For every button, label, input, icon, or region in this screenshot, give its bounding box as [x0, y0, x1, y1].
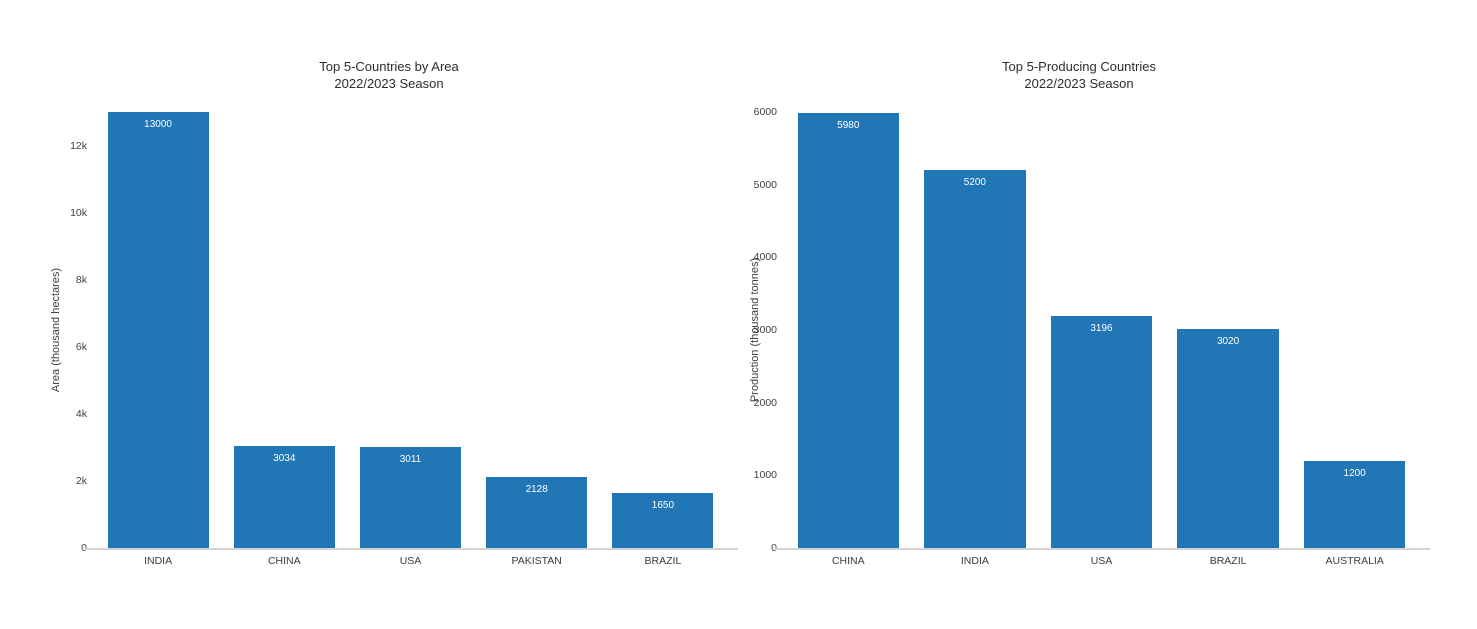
bar-slot: 1650	[600, 112, 726, 548]
bar-value-label: 3011	[399, 454, 422, 466]
bar-china: 3034	[233, 446, 335, 548]
y-tick-label: 4000	[753, 251, 777, 264]
bar-value-label: 3196	[1090, 322, 1113, 334]
bar-slot: 1200	[1291, 112, 1418, 548]
chart-title: Top 5-Countries by Area	[319, 59, 459, 74]
y-tick-label: 12k	[70, 139, 87, 152]
x-tick-label: USA	[399, 555, 422, 567]
bar-brazil: 3020	[1177, 328, 1279, 548]
bars: 5980 5200 3196 3020 1200	[785, 112, 1418, 548]
y-tick-label: 6k	[75, 340, 87, 353]
y-tick-label: 5000	[753, 178, 777, 191]
bar-slot: 3196	[1038, 112, 1165, 548]
y-tick-label: 8k	[75, 273, 87, 286]
x-tick-label: CHINA	[831, 555, 865, 567]
bar-value-label: 3034	[273, 453, 296, 465]
x-tick-label: INDIA	[960, 555, 989, 567]
y-axis-ticks: 0 2k 4k 6k 8k 10k 12k	[27, 112, 87, 554]
bar-usa: 3196	[1050, 315, 1153, 548]
bar-slot: 2128	[474, 112, 600, 548]
y-tick-label: 2k	[75, 474, 87, 487]
bar-india: 13000	[107, 112, 209, 548]
bar-usa: 3011	[360, 447, 461, 548]
chart-title-block: Top 5-Countries by Area 2022/2023 Season	[319, 58, 458, 92]
y-tick-label: 1000	[753, 469, 777, 482]
x-axis-line	[775, 548, 1430, 550]
x-tick-label: BRAZIL	[1209, 555, 1247, 567]
bar-slot: 13000	[95, 112, 221, 548]
bar-slot: 3034	[221, 112, 347, 548]
area-chart-panel: Top 5-Countries by Area 2022/2023 Season…	[0, 0, 738, 629]
bar-slot: 5200	[912, 112, 1039, 548]
y-tick-label: 0	[27, 542, 87, 554]
bar-slot: 3020	[1165, 112, 1292, 548]
bar-value-label: 5200	[963, 177, 986, 189]
x-tick-label: BRAZIL	[644, 555, 682, 567]
x-tick-label: AUSTRALIA	[1325, 555, 1384, 567]
bar-value-label: 1200	[1343, 467, 1366, 479]
y-tick-label: 6000	[753, 106, 777, 118]
x-tick-label: PAKISTAN	[511, 555, 562, 567]
bar-australia: 1200	[1304, 460, 1406, 548]
bar-value-label: 13000	[144, 119, 172, 130]
bar-slot: 5980	[785, 112, 912, 548]
y-tick-label: 0	[717, 542, 777, 554]
y-axis-ticks: 0 1000 2000 3000 4000 5000 6000	[717, 106, 777, 554]
x-axis-line	[85, 548, 738, 550]
bar-value-label: 2128	[525, 483, 548, 495]
x-axis-labels: CHINA INDIA USA BRAZIL AUSTRALIA	[785, 555, 1418, 567]
x-tick-label: CHINA	[267, 555, 301, 567]
bar-value-label: 5980	[837, 120, 860, 132]
plot-area: 5980 5200 3196 3020 1200	[785, 112, 1418, 548]
bar-china: 5980	[797, 113, 899, 548]
y-tick-label: 3000	[753, 324, 777, 336]
chart-subtitle: 2022/2023 Season	[334, 76, 444, 91]
x-axis-labels: INDIA CHINA USA PAKISTAN BRAZIL	[95, 555, 726, 567]
bar-value-label: 1650	[651, 499, 675, 511]
bar-india: 5200	[924, 170, 1026, 548]
plot-area: 13000 3034 3011 2128 1650	[95, 112, 726, 548]
bar-pakistan: 2128	[486, 476, 588, 548]
x-tick-label: INDIA	[144, 555, 173, 567]
bar-slot: 3011	[347, 112, 473, 548]
y-tick-label: 2000	[753, 396, 777, 409]
bar-value-label: 3020	[1216, 335, 1240, 347]
y-tick-label: 10k	[70, 206, 87, 219]
bar-brazil: 1650	[612, 492, 714, 548]
chart-title: Top 5-Producing Countries	[1002, 59, 1156, 74]
x-tick-label: USA	[1090, 555, 1113, 567]
y-tick-label: 4k	[75, 407, 87, 420]
production-chart-panel: Top 5-Producing Countries 2022/2023 Seas…	[739, 0, 1477, 629]
chart-title-block: Top 5-Producing Countries 2022/2023 Seas…	[1002, 58, 1156, 92]
chart-subtitle: 2022/2023 Season	[1024, 76, 1134, 91]
bars: 13000 3034 3011 2128 1650	[95, 112, 726, 548]
